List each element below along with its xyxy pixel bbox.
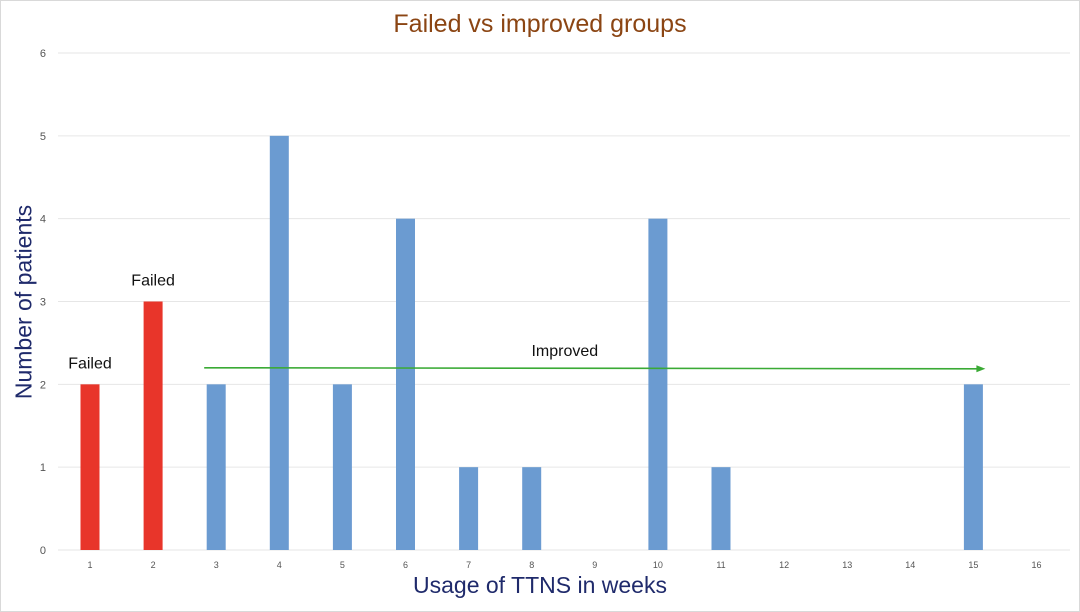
x-tick-label-1: 1 bbox=[87, 560, 92, 570]
bar-week-8 bbox=[522, 467, 542, 550]
x-tick-label-8: 8 bbox=[529, 560, 534, 570]
x-tick-label-10: 10 bbox=[653, 560, 663, 570]
x-axis-label: Usage of TTNS in weeks bbox=[413, 572, 667, 598]
x-tick-label-4: 4 bbox=[277, 560, 282, 570]
y-tick-label-3: 3 bbox=[40, 297, 46, 309]
x-tick-label-6: 6 bbox=[403, 560, 408, 570]
bar-week-1 bbox=[80, 384, 100, 550]
x-tick-label-11: 11 bbox=[716, 560, 725, 570]
x-tick-label-16: 16 bbox=[1031, 560, 1041, 570]
bar-week-15 bbox=[963, 384, 983, 550]
improved-arrow-head bbox=[976, 365, 986, 373]
bar-week-4 bbox=[269, 135, 289, 551]
x-tick-label-2: 2 bbox=[151, 560, 156, 570]
y-axis-label: Number of patients bbox=[10, 204, 37, 400]
bar-week-7 bbox=[459, 467, 479, 550]
x-tick-label-12: 12 bbox=[779, 560, 789, 570]
annotation-improved: Improved bbox=[531, 343, 598, 360]
bar-week-6 bbox=[396, 218, 415, 550]
x-tick-label-3: 3 bbox=[214, 560, 219, 570]
y-tick-label-6: 6 bbox=[40, 48, 46, 60]
x-tick-label-5: 5 bbox=[340, 560, 345, 570]
annotation-failed-1: Failed bbox=[68, 355, 112, 372]
annotation-failed-2: Failed bbox=[131, 273, 175, 290]
bar-week-2 bbox=[143, 301, 163, 550]
improved-arrow-line bbox=[204, 366, 978, 370]
bar-week-3 bbox=[206, 384, 226, 550]
y-tick-label-1: 1 bbox=[40, 462, 46, 474]
bar-week-5 bbox=[332, 384, 352, 550]
x-tick-label-14: 14 bbox=[905, 560, 915, 570]
y-tick-label-4: 4 bbox=[40, 214, 46, 226]
y-tick-label-5: 5 bbox=[40, 131, 46, 143]
x-tick-label-15: 15 bbox=[968, 560, 978, 570]
chart-title: Failed vs improved groups bbox=[393, 10, 687, 38]
bar-week-11 bbox=[711, 467, 731, 550]
x-tick-label-7: 7 bbox=[466, 560, 471, 570]
x-tick-label-13: 13 bbox=[842, 560, 852, 570]
x-tick-label-9: 9 bbox=[592, 560, 597, 570]
bar-week-10 bbox=[648, 218, 668, 550]
y-tick-label-2: 2 bbox=[40, 379, 46, 391]
y-tick-label-0: 0 bbox=[40, 545, 46, 557]
